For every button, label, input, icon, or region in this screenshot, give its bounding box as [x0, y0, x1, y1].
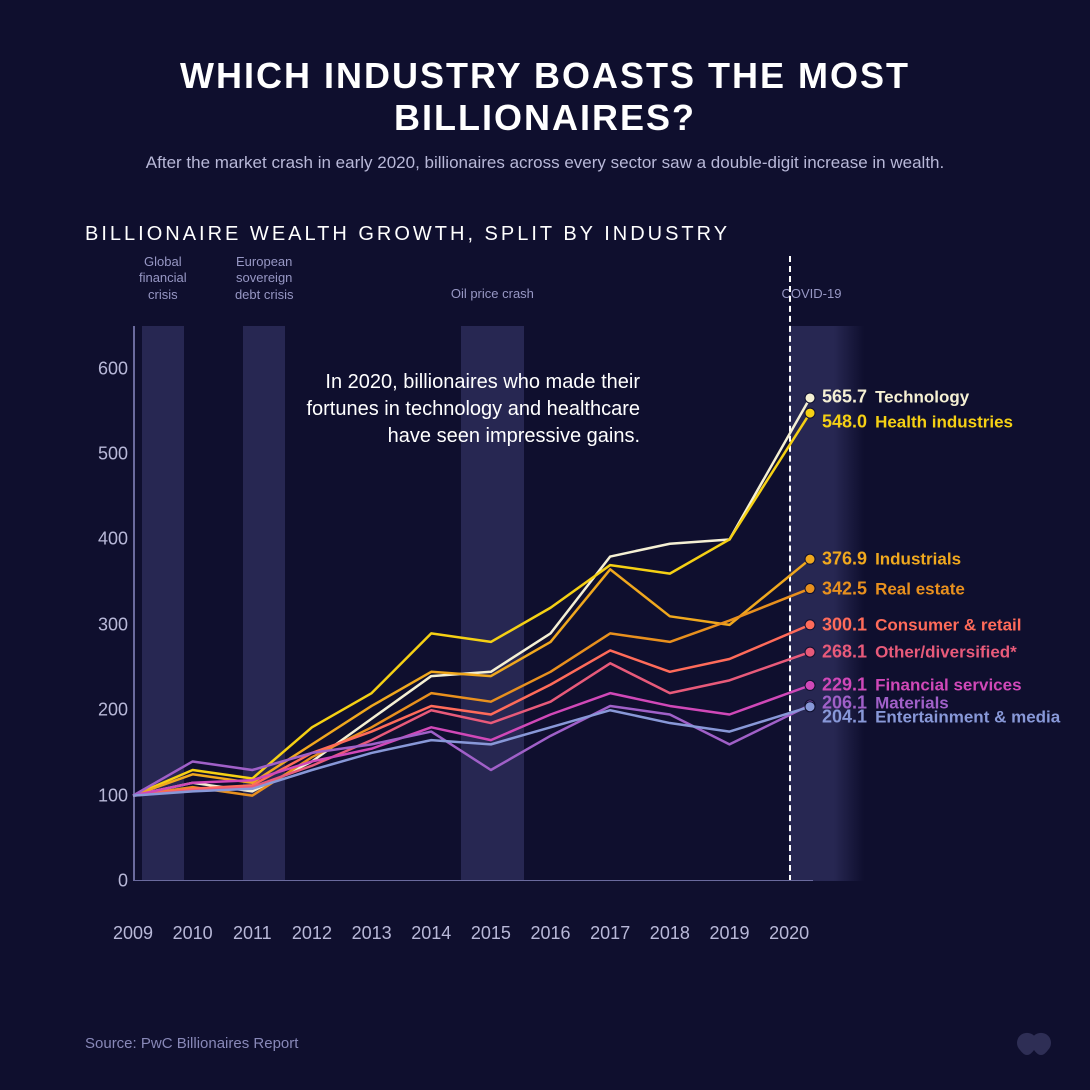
- event-label: Oil price crash: [432, 286, 552, 302]
- y-tick-label: 600: [88, 358, 128, 379]
- series-end-marker: [805, 702, 815, 712]
- x-tick-label: 2016: [531, 923, 571, 944]
- series-end-marker: [805, 647, 815, 657]
- series-name: Other/diversified*: [875, 643, 1017, 662]
- series-end-value: 548.0: [822, 411, 867, 431]
- event-label: COVID-19: [752, 286, 872, 302]
- series-end-label: 376.9 Industrials: [822, 549, 961, 570]
- x-tick-label: 2009: [113, 923, 153, 944]
- page-subtitle: After the market crash in early 2020, bi…: [40, 153, 1050, 173]
- series-end-label: 342.5 Real estate: [822, 578, 965, 599]
- series-end-marker: [805, 620, 815, 630]
- y-tick-label: 300: [88, 614, 128, 635]
- x-tick-label: 2014: [411, 923, 451, 944]
- series-name: Technology: [875, 387, 969, 406]
- series-end-marker: [805, 584, 815, 594]
- series-name: Health industries: [875, 412, 1013, 431]
- x-tick-label: 2011: [233, 923, 272, 944]
- series-end-label: 565.7 Technology: [822, 386, 969, 407]
- page-title: WHICH INDUSTRY BOASTS THE MOST BILLIONAI…: [40, 55, 1050, 139]
- chart-title: BILLIONAIRE WEALTH GROWTH, SPLIT BY INDU…: [85, 223, 1050, 246]
- series-end-label: 204.1 Entertainment & media: [822, 707, 1060, 728]
- series-end-value: 565.7: [822, 386, 867, 406]
- x-tick-label: 2015: [471, 923, 511, 944]
- x-tick-label: 2012: [292, 923, 332, 944]
- series-end-value: 268.1: [822, 642, 867, 662]
- x-tick-label: 2018: [650, 923, 690, 944]
- series-name: Real estate: [875, 579, 965, 598]
- series-end-marker: [805, 554, 815, 564]
- plot-region: GlobalfinancialcrisisEuropeansovereignde…: [133, 326, 813, 916]
- series-end-marker: [805, 680, 815, 690]
- y-tick-label: 100: [88, 785, 128, 806]
- series-line: [133, 413, 810, 796]
- x-tick-label: 2020: [769, 923, 809, 944]
- chart-annotation: In 2020, billionaires who made theirfort…: [306, 369, 640, 450]
- series-line: [133, 559, 810, 795]
- series-line: [133, 589, 810, 796]
- y-tick-label: 500: [88, 444, 128, 465]
- y-tick-label: 400: [88, 529, 128, 550]
- series-end-marker: [805, 393, 815, 403]
- source-attribution: Source: PwC Billionaires Report: [85, 1035, 298, 1052]
- x-tick-label: 2010: [173, 923, 213, 944]
- series-end-value: 300.1: [822, 614, 867, 634]
- x-tick-label: 2017: [590, 923, 630, 944]
- series-end-label: 300.1 Consumer & retail: [822, 614, 1021, 635]
- x-tick-label: 2013: [352, 923, 392, 944]
- chart-area: GlobalfinancialcrisisEuropeansovereignde…: [78, 256, 818, 976]
- series-end-value: 342.5: [822, 578, 867, 598]
- series-name: Industrials: [875, 550, 961, 569]
- series-end-label: 268.1 Other/diversified*: [822, 642, 1017, 663]
- y-tick-label: 200: [88, 700, 128, 721]
- series-name: Consumer & retail: [875, 615, 1021, 634]
- event-label: Europeansovereigndebt crisis: [204, 254, 324, 303]
- series-name: Entertainment & media: [875, 708, 1060, 727]
- series-line: [133, 625, 810, 796]
- series-end-marker: [805, 408, 815, 418]
- series-end-value: 204.1: [822, 707, 867, 727]
- brand-logo-icon: [1010, 1022, 1058, 1062]
- series-end-value: 376.9: [822, 549, 867, 569]
- series-end-label: 548.0 Health industries: [822, 411, 1013, 432]
- y-tick-label: 0: [88, 871, 128, 892]
- x-tick-label: 2019: [709, 923, 749, 944]
